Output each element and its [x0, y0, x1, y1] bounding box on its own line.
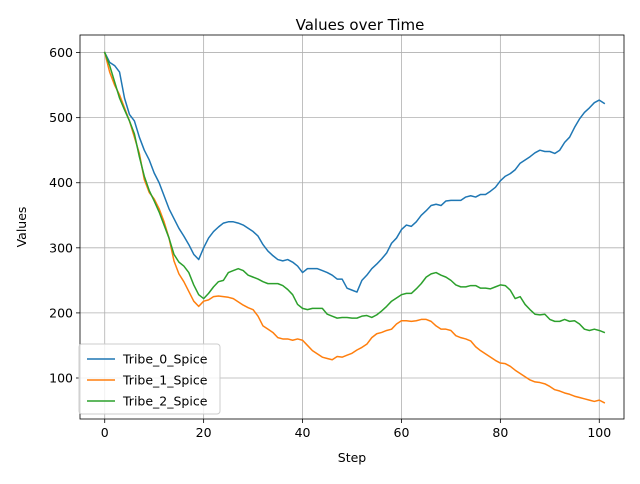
- legend-entries: Tribe_0_Spice Tribe_1_Spice Tribe_2_Spice: [87, 352, 208, 409]
- y-tick-label: 600: [49, 45, 73, 60]
- x-tick-label: 0: [101, 425, 109, 440]
- x-tick-label: 60: [394, 425, 410, 440]
- series-line-tribe-1-spice: [103, 51, 606, 404]
- plot-area-frame: [79, 34, 625, 420]
- legend-label: Tribe_1_Spice: [122, 373, 208, 388]
- y-tick-label: 200: [49, 305, 73, 320]
- x-axis-ticks: 0 20 40 60 80 100: [101, 419, 611, 440]
- chart-title: Values over Time: [296, 16, 425, 34]
- y-axis-ticks: 100 200 300 400 500 600: [49, 45, 80, 385]
- y-tick-label: 400: [49, 175, 73, 190]
- x-tick-label: 80: [492, 425, 508, 440]
- x-tick-label: 20: [196, 425, 212, 440]
- series-line-tribe-0-spice: [103, 51, 606, 293]
- x-axis-label: Step: [338, 450, 367, 465]
- y-tick-label: 100: [49, 370, 73, 385]
- y-axis-label: Values: [14, 207, 29, 248]
- legend-label: Tribe_0_Spice: [122, 352, 208, 367]
- y-tick-label: 300: [49, 240, 73, 255]
- legend: Tribe_0_Spice Tribe_1_Spice Tribe_2_Spice: [78, 343, 221, 415]
- plot-series: [103, 51, 606, 404]
- legend-label: Tribe_2_Spice: [122, 394, 208, 409]
- y-tick-label: 500: [49, 110, 73, 125]
- legend-frame: [78, 343, 221, 415]
- x-tick-label: 100: [587, 425, 611, 440]
- series-line-tribe-2-spice: [103, 51, 606, 334]
- x-tick-label: 40: [295, 425, 311, 440]
